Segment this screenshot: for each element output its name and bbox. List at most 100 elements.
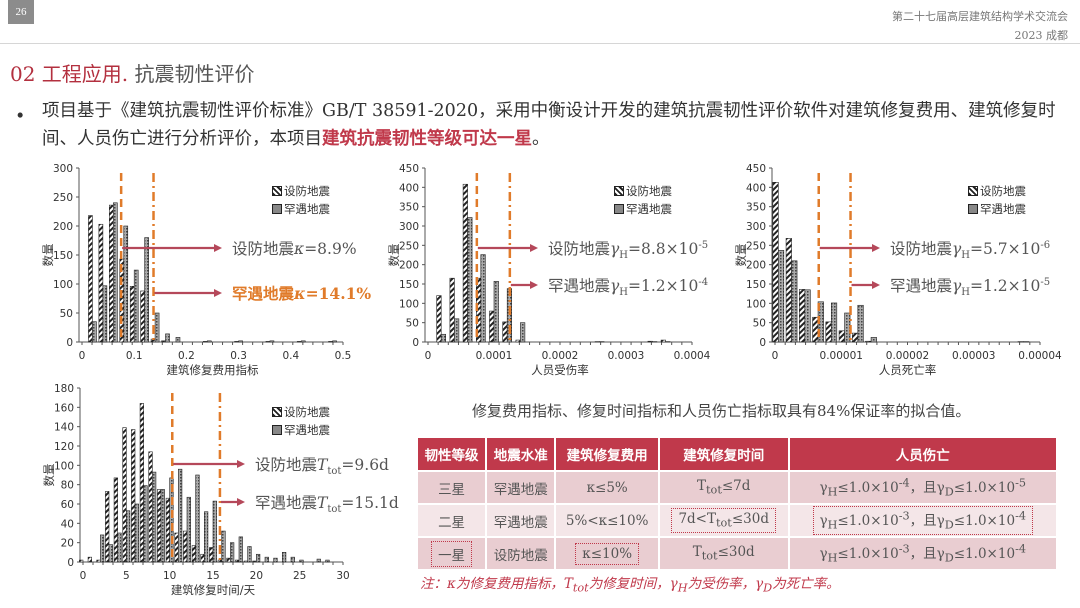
- cell-level: 罕遇地震: [486, 503, 557, 537]
- bar-design-earthquake: [109, 204, 114, 343]
- bar-design-earthquake: [129, 286, 135, 343]
- bar-design-earthquake: [157, 489, 162, 563]
- cell-grade: 二星: [418, 503, 488, 537]
- bar-rare-earthquake: [844, 312, 851, 343]
- section-label: 02 工程应用.: [10, 62, 129, 86]
- bar-design-earthquake: [252, 560, 257, 563]
- table-body: 三星 罕遇地震 κ≤5% Ttot≤7d γH≤1.0×10-4，且γD≤1.0×10-…: [418, 470, 1059, 569]
- legend-item: 设防地震: [272, 182, 330, 200]
- bar-rare-earthquake: [152, 471, 157, 563]
- legend-label: 设防地震: [284, 405, 330, 419]
- x-axis-label: 人员受伤率: [531, 363, 589, 377]
- y-tick-label: 50: [753, 318, 766, 330]
- bar-design-earthquake: [449, 277, 455, 343]
- bullet-dot: •: [15, 107, 26, 127]
- bullet-text-main: 项目基于《建筑抗震韧性评价标准》GB/T 38591-2020，采用中衡设计开发…: [42, 101, 1056, 149]
- conference-name: 第二十七届高层建筑结构学术交流会: [892, 10, 1068, 23]
- bar-rare-earthquake: [247, 546, 252, 563]
- bar-rare-earthquake: [480, 254, 486, 343]
- bar-rare-earthquake: [221, 530, 226, 563]
- cell-casualty: γH≤1.0×10-4，且γD≤1.0×10-5: [788, 470, 1059, 504]
- y-tick-label: 160: [54, 402, 74, 414]
- x-tick-label: 15: [206, 570, 219, 582]
- legend-item: 罕遇地震: [968, 200, 1026, 218]
- bar-design-earthquake: [296, 341, 302, 343]
- bar-rare-earthquake: [134, 503, 139, 563]
- bar-design-earthquake: [131, 429, 136, 563]
- cell-cost: 5%<κ≤10%: [555, 503, 660, 537]
- bar-rare-earthquake: [178, 468, 183, 563]
- highlight-box: 7d<Ttot≤30d: [671, 508, 776, 533]
- y-tick-label: 300: [399, 221, 419, 233]
- bar-rare-earthquake: [256, 553, 261, 563]
- y-tick-label: 200: [399, 260, 419, 272]
- page-title: 02 工程应用. 抗震韧性评价: [10, 58, 255, 87]
- annotation-label: 设防地震κ=8.9%: [232, 240, 357, 258]
- y-tick-label: 250: [746, 240, 766, 252]
- bar-rare-earthquake: [238, 340, 243, 343]
- bar-design-earthquake: [515, 339, 521, 343]
- chart-legend: 设防地震 罕遇地震: [614, 182, 672, 218]
- bar-rare-earthquake: [467, 217, 473, 343]
- legend-item: 罕遇地震: [272, 421, 330, 439]
- x-axis-label: 人员死亡率: [879, 363, 937, 377]
- legend-item: 设防地震: [614, 182, 672, 200]
- y-tick-label: 80: [61, 480, 74, 492]
- y-tick-label: 120: [54, 441, 74, 453]
- chart-legend: 设防地震 罕遇地震: [272, 182, 330, 218]
- column-header: 人员伤亡: [788, 438, 1059, 471]
- bar-design-earthquake: [122, 427, 127, 563]
- bar-rare-earthquake: [332, 340, 337, 343]
- arrow-head-icon: [872, 281, 880, 289]
- bar-design-earthquake: [502, 321, 508, 343]
- x-tick-label: 0.0002: [542, 350, 579, 362]
- y-tick-label: 100: [54, 460, 74, 472]
- y-axis-label: 数量: [734, 244, 748, 267]
- bar-rare-earthquake: [804, 289, 811, 343]
- arrow-head-icon: [530, 244, 538, 252]
- y-tick-label: 200: [746, 260, 766, 272]
- cell-time: Ttot≤7d: [658, 470, 790, 504]
- bar-rare-earthquake: [186, 496, 191, 563]
- annotation-label: 设防地震γH=8.8×10-5: [548, 239, 709, 262]
- bar-design-earthquake: [838, 330, 845, 343]
- x-tick-label: 0: [79, 350, 86, 362]
- y-tick-label: 250: [399, 240, 419, 252]
- legend-swatch-icon: [614, 186, 624, 196]
- x-tick-label: 25: [293, 570, 306, 582]
- bar-design-earthquake: [812, 316, 819, 343]
- table-caption: 修复费用指标、修复时间指标和人员伤亡指标取具有84%保证率的拟合值。: [472, 402, 971, 420]
- y-tick-label: 0: [759, 337, 766, 349]
- bar-design-earthquake: [183, 530, 188, 563]
- y-tick-label: 350: [746, 202, 766, 214]
- x-tick-label: 0.0001: [476, 350, 513, 362]
- x-axis-label: 建筑修复费用指标: [167, 363, 259, 377]
- column-header: 韧性等级: [418, 438, 488, 471]
- bar-rare-earthquake: [269, 340, 275, 343]
- legend-label: 设防地震: [980, 184, 1026, 198]
- bullet-text: 项目基于《建筑抗震韧性评价标准》GB/T 38591-2020，采用中衡设计开发…: [42, 97, 1062, 153]
- y-tick-label: 100: [399, 298, 419, 310]
- x-tick-label: 30: [336, 570, 349, 582]
- bar-design-earthquake: [96, 559, 101, 563]
- bar-rare-earthquake: [440, 333, 447, 343]
- y-tick-label: 60: [61, 499, 74, 511]
- legend-item: 设防地震: [272, 403, 330, 421]
- highlight-box: κ≤10%: [575, 542, 640, 565]
- bar-rare-earthquake: [831, 302, 838, 343]
- bar-design-earthquake: [235, 559, 240, 563]
- arrow-head-icon: [530, 281, 538, 289]
- bar-rare-earthquake: [206, 340, 212, 343]
- bar-rare-earthquake: [454, 318, 460, 343]
- legend-swatch-icon: [272, 204, 282, 214]
- bar-rare-earthquake: [290, 556, 295, 563]
- bar-rare-earthquake: [238, 536, 243, 563]
- arrow-head-icon: [237, 460, 245, 468]
- bar-design-earthquake: [113, 477, 118, 563]
- bar-rare-earthquake: [175, 337, 181, 343]
- bar-rare-earthquake: [92, 321, 97, 343]
- legend-label: 设防地震: [284, 184, 330, 198]
- bar-design-earthquake: [328, 341, 333, 343]
- cell-time: 7d<Ttot≤30d: [658, 503, 790, 537]
- x-tick-label: 0.1: [126, 350, 143, 362]
